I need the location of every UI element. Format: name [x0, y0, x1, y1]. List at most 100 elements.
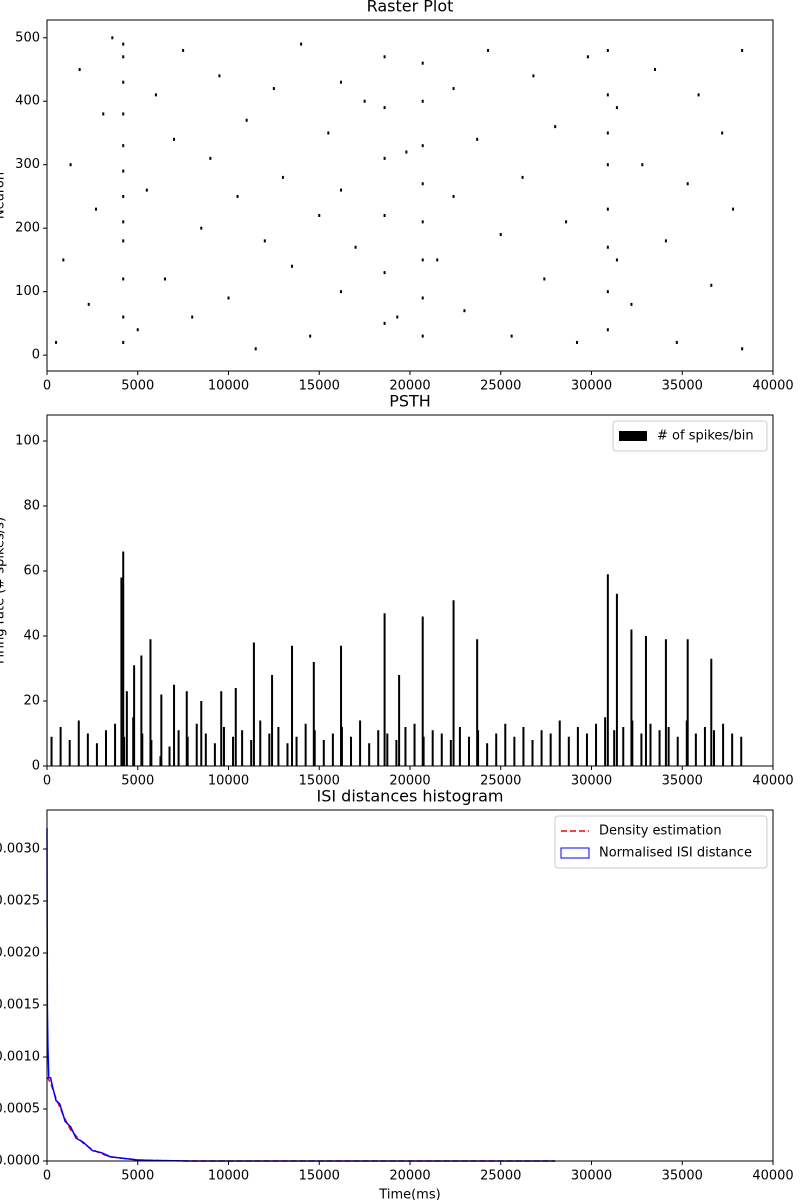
line [46, 1077, 556, 1162]
spike [245, 118, 248, 122]
bar [421, 616, 424, 766]
spike [122, 340, 125, 344]
x-tick-label: 25000 [480, 774, 521, 789]
legend-swatch [560, 847, 590, 859]
bar [222, 727, 225, 766]
bar [250, 740, 253, 766]
spike [122, 55, 125, 59]
bar [295, 736, 298, 766]
bar [476, 639, 479, 766]
bar [140, 655, 143, 766]
spike [463, 309, 466, 313]
spike [421, 99, 424, 103]
x-tick-label: 0 [43, 1169, 51, 1184]
x-tick-label: 25000 [480, 379, 521, 394]
bar [125, 691, 128, 766]
spike [543, 277, 546, 281]
spike [122, 144, 125, 148]
bar [77, 720, 80, 766]
chart-title: PSTH [389, 392, 431, 411]
bar [649, 723, 652, 766]
spike [122, 194, 125, 198]
bar [68, 740, 71, 766]
bar [291, 645, 294, 766]
bar [377, 730, 380, 766]
x-tick-label: 25000 [480, 1169, 521, 1184]
bar [440, 733, 443, 766]
bar [120, 577, 123, 766]
bar [398, 675, 401, 766]
spike [606, 163, 609, 167]
spike [521, 175, 524, 179]
spike [281, 175, 284, 179]
spike [654, 68, 657, 72]
legend-label: Normalised ISI distance [599, 846, 752, 861]
spike [236, 194, 239, 198]
spike [499, 233, 502, 237]
bar [404, 727, 407, 766]
spike [69, 163, 72, 167]
spike [421, 61, 424, 65]
bar [234, 688, 237, 766]
spike [122, 169, 125, 173]
spike [606, 328, 609, 332]
bar [86, 733, 89, 766]
x-tick-label: 30000 [571, 774, 612, 789]
bar [168, 746, 171, 766]
x-tick-label: 35000 [662, 774, 703, 789]
bar [259, 720, 262, 766]
bar [694, 733, 697, 766]
spike [95, 207, 98, 211]
bar [640, 733, 643, 766]
spike [606, 245, 609, 249]
spike [421, 296, 424, 300]
bar [160, 694, 163, 766]
bar [220, 691, 223, 766]
spike [354, 245, 357, 249]
legend [612, 420, 768, 452]
spike [606, 207, 609, 211]
bar [368, 743, 371, 766]
spike [721, 131, 724, 135]
x-tick-label: 10000 [208, 379, 249, 394]
x-tick-label: 5000 [121, 1169, 154, 1184]
spike [686, 182, 689, 186]
spike [630, 302, 633, 306]
bar [495, 733, 498, 766]
bar [558, 720, 561, 766]
bar [549, 733, 552, 766]
y-tick-label: 0.0000 [0, 1154, 40, 1169]
spike [606, 48, 609, 52]
bar [133, 665, 136, 766]
spike [122, 277, 125, 281]
y-axis-label: Neuron [0, 172, 8, 219]
bar [312, 662, 315, 766]
spike [606, 93, 609, 97]
bar [615, 593, 618, 766]
bar [95, 743, 98, 766]
bar [59, 727, 62, 766]
bar [576, 727, 579, 766]
spike [200, 226, 203, 230]
spike [136, 328, 139, 332]
spike [732, 207, 735, 211]
axes-frame [46, 414, 774, 767]
x-tick-label: 40000 [752, 774, 793, 789]
y-tick-label: 400 [15, 94, 40, 109]
spike [510, 334, 513, 338]
spike [122, 80, 125, 84]
y-tick-label: 0.0025 [0, 894, 40, 909]
spike [396, 315, 399, 319]
bar [595, 723, 598, 766]
spike [145, 188, 148, 192]
spike [383, 106, 386, 110]
spike [421, 334, 424, 338]
bar [664, 639, 667, 766]
bar [114, 723, 117, 766]
x-tick-label: 20000 [389, 379, 430, 394]
x-tick-label: 0 [43, 774, 51, 789]
y-tick-label: 0.0030 [0, 842, 40, 857]
spike [421, 144, 424, 148]
x-tick-label: 15000 [299, 1169, 340, 1184]
spike [405, 150, 408, 154]
